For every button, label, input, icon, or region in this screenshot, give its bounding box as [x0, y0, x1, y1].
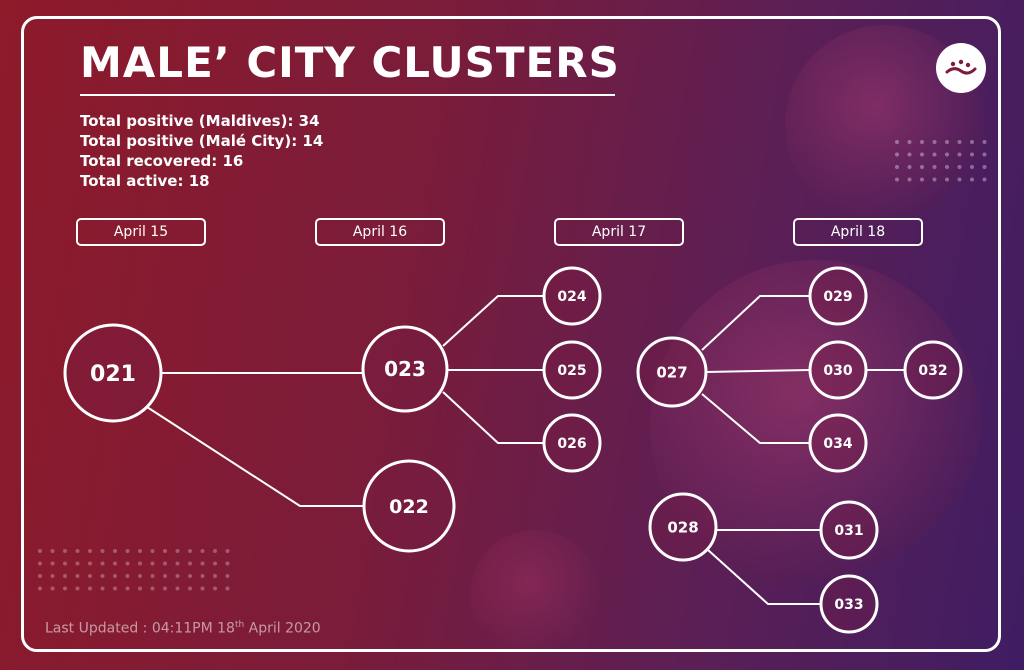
cluster-node-027: 027 — [636, 336, 708, 408]
cluster-node-label-031: 031 — [834, 523, 863, 539]
nodes-layer: 021 022 023 024 025 026 027 028 029 030 031 032 033 0… — [63, 266, 963, 634]
edge-023-024 — [442, 295, 544, 347]
stat-total-positive-male-city: Total positive (Malé City): 14 — [80, 132, 324, 150]
cluster-node-circle-021 — [63, 323, 163, 423]
cluster-node-circle-027 — [636, 336, 708, 408]
edge-027-034 — [701, 393, 810, 444]
cluster-node-023: 023 — [361, 325, 449, 413]
brand-logo-icon — [936, 43, 986, 93]
cluster-node-label-025: 025 — [557, 363, 586, 379]
edge-027-029 — [701, 295, 810, 351]
cluster-node-label-024: 024 — [557, 289, 586, 305]
cluster-node-021: 021 — [63, 323, 163, 423]
cluster-node-025: 025 — [542, 340, 602, 400]
cluster-node-label-030: 030 — [823, 363, 852, 379]
date-label-april-18: April 18 — [793, 218, 923, 246]
edge-028-033 — [707, 549, 821, 605]
cluster-node-circle-022 — [362, 459, 456, 553]
edge-021-022 — [146, 406, 364, 507]
cluster-node-circle-034 — [808, 413, 868, 473]
date-label-april-15: April 15 — [76, 218, 206, 246]
cluster-node-034: 034 — [808, 413, 868, 473]
cluster-node-label-022: 022 — [389, 496, 429, 518]
cluster-node-label-027: 027 — [656, 363, 687, 381]
edge-023-026 — [442, 391, 544, 444]
cluster-node-circle-031 — [819, 500, 879, 560]
cluster-node-label-032: 032 — [918, 363, 947, 379]
cluster-node-033: 033 — [819, 574, 879, 634]
brand-logo-glyph — [945, 59, 977, 75]
cluster-node-label-023: 023 — [384, 357, 426, 381]
stat-total-positive-maldives: Total positive (Maldives): 34 — [80, 112, 320, 130]
cluster-node-circle-026 — [542, 413, 602, 473]
page-title: MALE’ CITY CLUSTERS — [80, 38, 620, 87]
content-frame — [21, 16, 1001, 652]
cluster-node-label-034: 034 — [823, 436, 852, 452]
date-label-april-17: April 17 — [554, 218, 684, 246]
footer-prefix: Last Updated : 04:11PM 18 — [45, 620, 235, 637]
last-updated-footer: Last Updated : 04:11PM 18th April 2020 — [45, 620, 321, 637]
cluster-node-024: 024 — [542, 266, 602, 326]
stat-total-recovered: Total recovered: 16 — [80, 152, 244, 170]
title-underline — [80, 94, 615, 96]
cluster-node-031: 031 — [819, 500, 879, 560]
cluster-node-028: 028 — [648, 492, 718, 562]
footer-suffix: April 2020 — [244, 620, 321, 637]
cluster-node-label-029: 029 — [823, 289, 852, 305]
cluster-node-circle-032 — [903, 340, 963, 400]
cluster-node-circle-030 — [808, 340, 868, 400]
cluster-node-circle-024 — [542, 266, 602, 326]
cluster-node-030: 030 — [808, 340, 868, 400]
edges-layer — [146, 295, 905, 605]
footer-ordinal: th — [234, 620, 245, 630]
cluster-node-circle-029 — [808, 266, 868, 326]
cluster-node-label-033: 033 — [834, 597, 863, 613]
cluster-node-022: 022 — [362, 459, 456, 553]
cluster-node-label-026: 026 — [557, 436, 586, 452]
cluster-node-label-028: 028 — [667, 518, 698, 536]
cluster-node-032: 032 — [903, 340, 963, 400]
date-label-april-16: April 16 — [315, 218, 445, 246]
stats-block: Total positive (Maldives): 34 Total posi… — [80, 111, 323, 191]
cluster-node-026: 026 — [542, 413, 602, 473]
stat-total-active: Total active: 18 — [80, 172, 210, 190]
cluster-node-029: 029 — [808, 266, 868, 326]
cluster-node-circle-028 — [648, 492, 718, 562]
edge-027-030 — [705, 369, 811, 373]
cluster-node-circle-023 — [361, 325, 449, 413]
cluster-node-circle-033 — [819, 574, 879, 634]
cluster-node-circle-025 — [542, 340, 602, 400]
cluster-node-label-021: 021 — [90, 362, 136, 387]
